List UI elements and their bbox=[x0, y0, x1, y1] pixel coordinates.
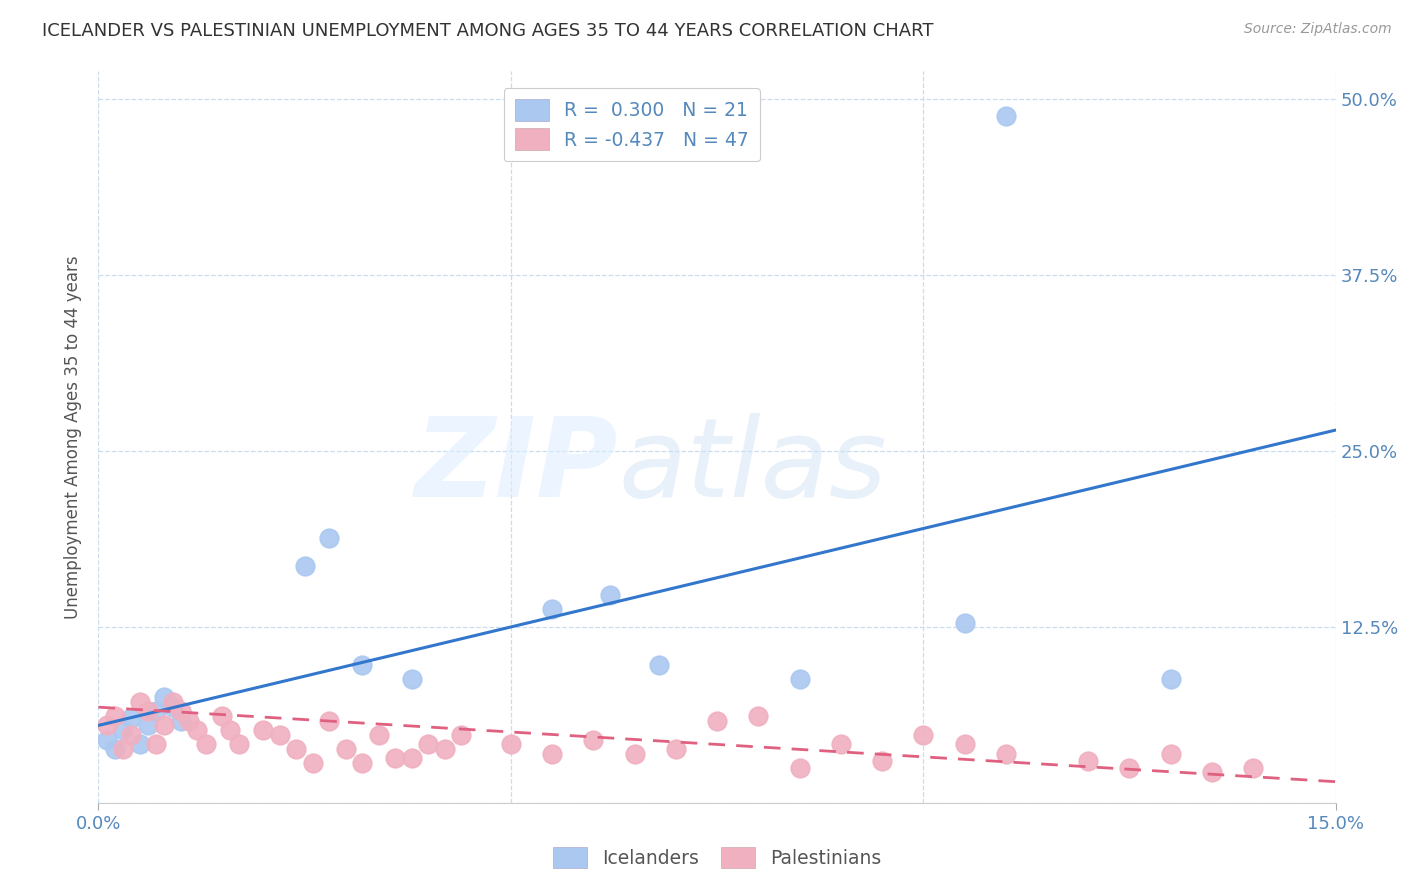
Text: ZIP: ZIP bbox=[415, 413, 619, 520]
Point bbox=[499, 737, 522, 751]
Point bbox=[179, 714, 201, 729]
Point bbox=[418, 737, 440, 751]
Text: ICELANDER VS PALESTINIAN UNEMPLOYMENT AMONG AGES 35 TO 44 YEARS CORRELATION CHAR: ICELANDER VS PALESTINIAN UNEMPLOYMENT AM… bbox=[42, 22, 934, 40]
Point bbox=[153, 690, 176, 705]
Point bbox=[706, 714, 728, 729]
Point bbox=[1241, 761, 1264, 775]
Point bbox=[186, 723, 208, 737]
Point bbox=[994, 109, 1017, 123]
Point bbox=[665, 742, 688, 756]
Point bbox=[128, 737, 150, 751]
Point bbox=[384, 751, 406, 765]
Point bbox=[228, 737, 250, 751]
Point bbox=[541, 747, 564, 761]
Point bbox=[219, 723, 242, 737]
Point bbox=[96, 718, 118, 732]
Point bbox=[104, 708, 127, 723]
Point bbox=[599, 588, 621, 602]
Point bbox=[335, 742, 357, 756]
Text: atlas: atlas bbox=[619, 413, 887, 520]
Point bbox=[953, 615, 976, 630]
Point bbox=[352, 756, 374, 771]
Point bbox=[433, 742, 456, 756]
Point bbox=[294, 559, 316, 574]
Point bbox=[789, 761, 811, 775]
Point bbox=[170, 714, 193, 729]
Point bbox=[136, 718, 159, 732]
Point bbox=[302, 756, 325, 771]
Point bbox=[153, 718, 176, 732]
Point bbox=[830, 737, 852, 751]
Point bbox=[367, 728, 389, 742]
Point bbox=[252, 723, 274, 737]
Point bbox=[96, 732, 118, 747]
Point bbox=[136, 705, 159, 719]
Point bbox=[269, 728, 291, 742]
Point bbox=[541, 601, 564, 615]
Point bbox=[870, 754, 893, 768]
Point bbox=[285, 742, 308, 756]
Point bbox=[120, 728, 142, 742]
Point bbox=[112, 742, 135, 756]
Point bbox=[162, 694, 184, 708]
Point bbox=[789, 672, 811, 686]
Point bbox=[120, 711, 142, 725]
Point bbox=[401, 751, 423, 765]
Point bbox=[194, 737, 217, 751]
Point bbox=[145, 705, 167, 719]
Point bbox=[104, 742, 127, 756]
Legend: Icelanders, Palestinians: Icelanders, Palestinians bbox=[544, 837, 890, 878]
Point bbox=[450, 728, 472, 742]
Point bbox=[170, 705, 193, 719]
Point bbox=[623, 747, 645, 761]
Point bbox=[211, 708, 233, 723]
Text: Source: ZipAtlas.com: Source: ZipAtlas.com bbox=[1244, 22, 1392, 37]
Y-axis label: Unemployment Among Ages 35 to 44 years: Unemployment Among Ages 35 to 44 years bbox=[65, 255, 83, 619]
Point bbox=[953, 737, 976, 751]
Point bbox=[318, 714, 340, 729]
Point bbox=[112, 723, 135, 737]
Point bbox=[128, 694, 150, 708]
Point bbox=[1201, 764, 1223, 779]
Point bbox=[747, 708, 769, 723]
Point bbox=[994, 747, 1017, 761]
Point bbox=[352, 657, 374, 672]
Point bbox=[1160, 747, 1182, 761]
Point bbox=[401, 672, 423, 686]
Point bbox=[318, 532, 340, 546]
Point bbox=[648, 657, 671, 672]
Point bbox=[145, 737, 167, 751]
Point bbox=[1160, 672, 1182, 686]
Point bbox=[582, 732, 605, 747]
Point bbox=[912, 728, 935, 742]
Point bbox=[1077, 754, 1099, 768]
Point bbox=[162, 700, 184, 714]
Point bbox=[1118, 761, 1140, 775]
